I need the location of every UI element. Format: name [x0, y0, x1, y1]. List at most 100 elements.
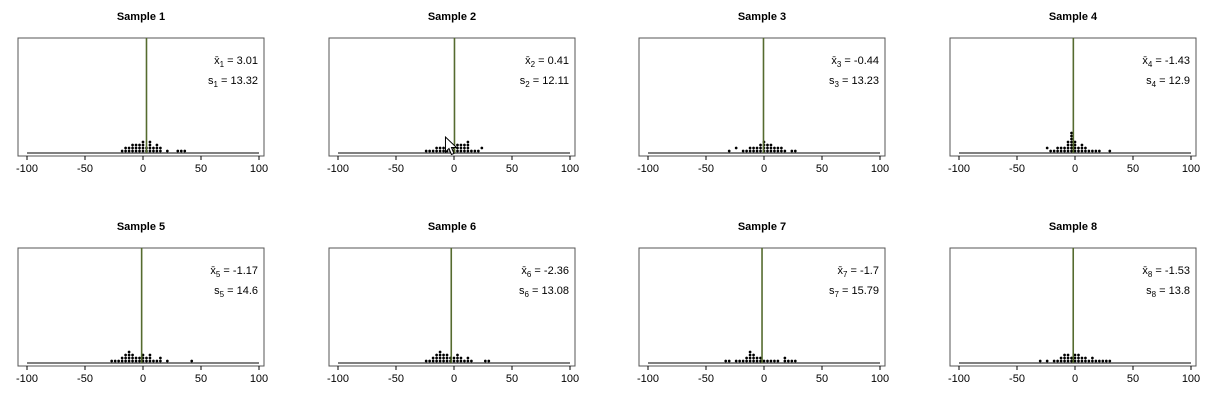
data-dot — [1073, 354, 1076, 357]
data-dot — [142, 150, 145, 153]
data-dot — [131, 357, 134, 360]
sample-mean-stat-value: 3.01 — [237, 55, 258, 67]
x-tick-label: 0 — [761, 163, 767, 175]
data-dot — [466, 141, 469, 144]
data-dot — [752, 357, 755, 360]
data-dot — [128, 360, 131, 363]
data-dot — [131, 144, 134, 147]
data-dot — [438, 147, 441, 150]
data-dot — [1070, 135, 1073, 138]
data-dot — [149, 150, 152, 153]
data-dot — [138, 147, 141, 150]
data-dot — [135, 357, 138, 360]
x-tick-label: -100 — [326, 163, 348, 175]
data-dot — [756, 150, 759, 153]
data-dot — [466, 147, 469, 150]
panel-title: Sample 4 — [1048, 11, 1097, 23]
data-dot — [138, 144, 141, 147]
data-dot — [1070, 141, 1073, 144]
panel-title: Sample 3 — [738, 11, 786, 23]
data-dot — [459, 357, 462, 360]
data-dot — [431, 150, 434, 153]
sample-sd-stat-value: 13.8 — [1168, 285, 1189, 297]
data-dot — [1104, 360, 1107, 363]
sample-sd-stat: s2 = 12.11 — [519, 75, 568, 89]
data-dot — [1077, 360, 1080, 363]
data-dot — [128, 354, 131, 357]
data-dot — [745, 360, 748, 363]
sample-mean-stat-value: -0.44 — [854, 55, 879, 67]
data-dot — [787, 360, 790, 363]
data-dot — [156, 150, 159, 153]
data-dot — [128, 150, 131, 153]
data-dot — [763, 360, 766, 363]
data-dot — [435, 354, 438, 357]
sample-mean-stat-value: -1.53 — [1164, 265, 1189, 277]
data-dot — [428, 150, 431, 153]
data-dot — [766, 150, 769, 153]
data-dot — [777, 360, 780, 363]
x-tick-label: 100 — [560, 373, 578, 385]
sample-mean-stat-equals: = — [531, 265, 544, 277]
data-dot — [128, 147, 131, 150]
data-dot — [466, 144, 469, 147]
data-dot — [1052, 360, 1055, 363]
data-dot — [135, 144, 138, 147]
data-dot — [745, 150, 748, 153]
data-dot — [131, 150, 134, 153]
sample-sd-stat-value: 13.23 — [851, 75, 879, 87]
data-dot — [1077, 357, 1080, 360]
sample-mean-stat-equals: = — [847, 265, 860, 277]
data-dot — [456, 360, 459, 363]
data-dot — [1056, 150, 1059, 153]
data-dot — [152, 150, 155, 153]
data-dot — [142, 141, 145, 144]
sample-sd-stat-equals: = — [1156, 285, 1169, 297]
data-dot — [445, 360, 448, 363]
data-dot — [1094, 360, 1097, 363]
data-dot — [745, 357, 748, 360]
data-dot — [190, 360, 193, 363]
x-tick-label: 100 — [250, 163, 268, 175]
data-dot — [138, 360, 141, 363]
x-tick-label: 50 — [816, 373, 828, 385]
data-dot — [424, 360, 427, 363]
data-dot — [1108, 150, 1111, 153]
data-dot — [780, 150, 783, 153]
x-tick-label: 50 — [1126, 163, 1138, 175]
data-dot — [442, 360, 445, 363]
data-dot — [452, 360, 455, 363]
data-dot — [166, 360, 169, 363]
data-dot — [1066, 150, 1069, 153]
panel-title: Sample 8 — [1048, 221, 1096, 233]
data-dot — [749, 351, 752, 354]
data-dot — [756, 147, 759, 150]
sample-mean-stat-equals: = — [1152, 265, 1165, 277]
data-dot — [784, 357, 787, 360]
x-tick-label: 100 — [1181, 373, 1199, 385]
x-tick-label: 100 — [250, 373, 268, 385]
data-dot — [770, 144, 773, 147]
data-dot — [466, 150, 469, 153]
data-dot — [1066, 147, 1069, 150]
x-tick-label: -50 — [698, 373, 714, 385]
data-dot — [124, 360, 127, 363]
data-dot — [480, 147, 483, 150]
data-dot — [138, 150, 141, 153]
data-dot — [1091, 357, 1094, 360]
x-tick-label: -50 — [1009, 373, 1025, 385]
sample-sd-stat-value: 13.08 — [541, 285, 569, 297]
data-dot — [784, 360, 787, 363]
data-dot — [773, 147, 776, 150]
sample-mean-stat: x̄3 = -0.44 — [831, 55, 879, 69]
data-dot — [1084, 360, 1087, 363]
x-tick-label: -50 — [77, 163, 93, 175]
data-dot — [777, 150, 780, 153]
sample-mean-stat-equals: = — [535, 55, 548, 67]
